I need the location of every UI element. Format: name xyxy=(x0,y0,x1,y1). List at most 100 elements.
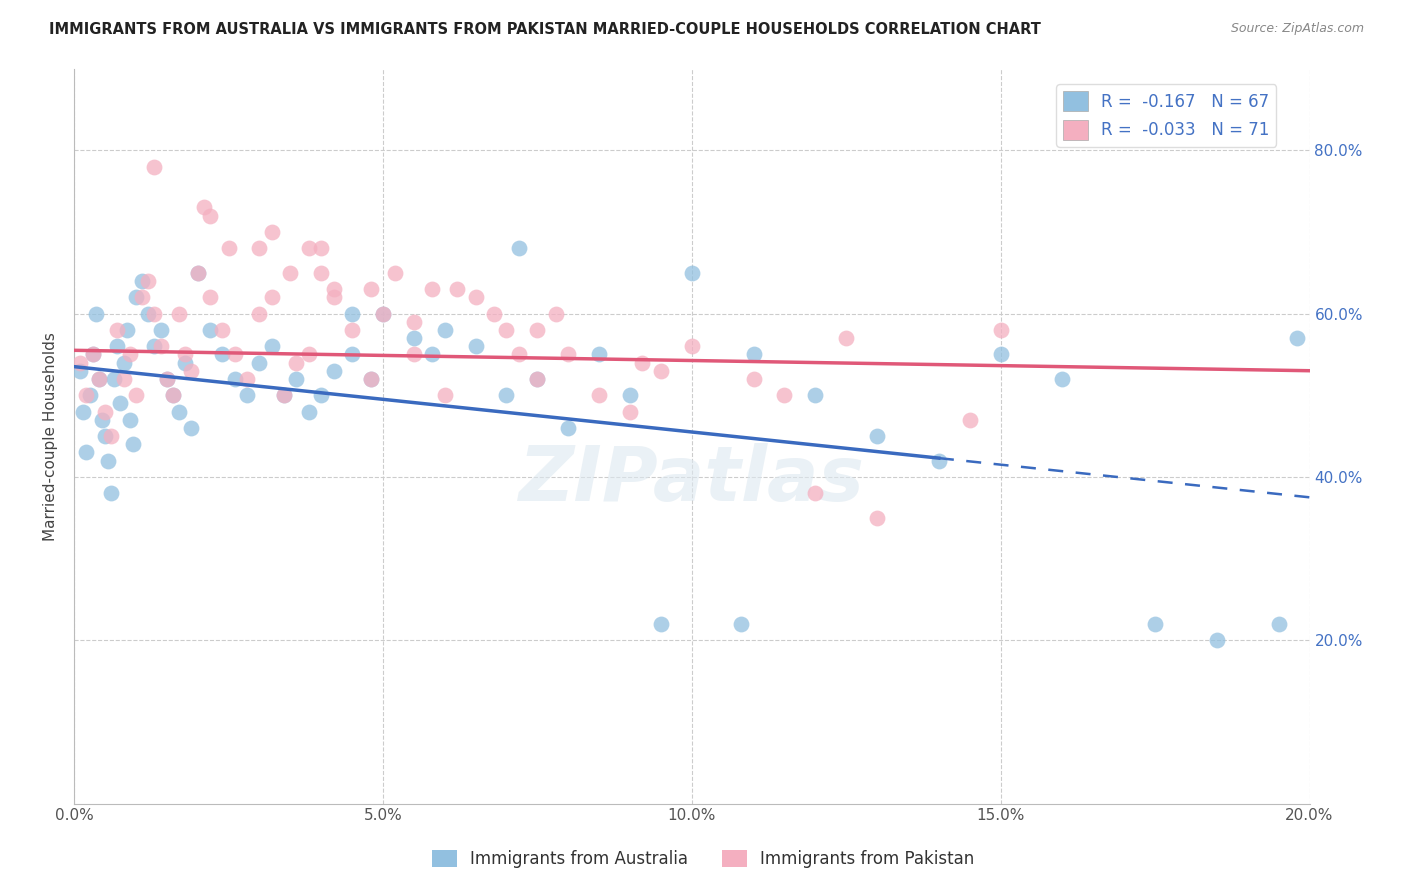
Point xyxy=(247,355,270,369)
Point xyxy=(1144,616,1167,631)
Point xyxy=(371,307,394,321)
Point xyxy=(804,486,827,500)
Point xyxy=(773,388,796,402)
Point xyxy=(180,364,202,378)
Point xyxy=(273,388,295,402)
Point xyxy=(247,241,270,255)
Point xyxy=(193,200,215,214)
Point xyxy=(928,453,950,467)
Point xyxy=(218,241,240,255)
Point xyxy=(730,616,752,631)
Point xyxy=(742,347,765,361)
Point xyxy=(79,388,101,402)
Point xyxy=(866,510,889,524)
Point xyxy=(495,388,517,402)
Point xyxy=(136,274,159,288)
Point xyxy=(112,372,135,386)
Point xyxy=(121,437,143,451)
Point xyxy=(681,339,703,353)
Point xyxy=(588,347,610,361)
Point xyxy=(72,404,94,418)
Point xyxy=(118,413,141,427)
Point xyxy=(1052,372,1074,386)
Point xyxy=(340,307,363,321)
Point xyxy=(110,396,132,410)
Point xyxy=(198,323,221,337)
Point xyxy=(422,347,444,361)
Point xyxy=(360,372,382,386)
Point xyxy=(835,331,858,345)
Point xyxy=(285,355,308,369)
Point xyxy=(75,445,97,459)
Point xyxy=(544,307,567,321)
Point xyxy=(588,388,610,402)
Point xyxy=(224,347,246,361)
Point xyxy=(340,347,363,361)
Point xyxy=(650,364,672,378)
Point xyxy=(402,347,425,361)
Point xyxy=(464,339,486,353)
Y-axis label: Married-couple Households: Married-couple Households xyxy=(44,332,58,541)
Point xyxy=(619,388,641,402)
Point xyxy=(136,307,159,321)
Point xyxy=(508,241,530,255)
Point xyxy=(224,372,246,386)
Point xyxy=(526,372,548,386)
Point xyxy=(1286,331,1309,345)
Point xyxy=(298,241,321,255)
Point xyxy=(866,429,889,443)
Point xyxy=(174,347,197,361)
Point xyxy=(990,347,1012,361)
Point xyxy=(384,266,406,280)
Point xyxy=(149,323,172,337)
Point xyxy=(236,372,259,386)
Point xyxy=(322,282,344,296)
Point xyxy=(187,266,209,280)
Point xyxy=(278,266,301,280)
Point xyxy=(82,347,104,361)
Point xyxy=(298,404,321,418)
Point xyxy=(631,355,654,369)
Point xyxy=(167,307,190,321)
Legend: Immigrants from Australia, Immigrants from Pakistan: Immigrants from Australia, Immigrants fr… xyxy=(425,843,981,875)
Point xyxy=(464,290,486,304)
Point xyxy=(298,347,321,361)
Point xyxy=(211,323,233,337)
Point xyxy=(260,225,283,239)
Point xyxy=(247,307,270,321)
Point xyxy=(619,404,641,418)
Point xyxy=(162,388,184,402)
Point xyxy=(990,323,1012,337)
Point xyxy=(143,160,166,174)
Point xyxy=(174,355,197,369)
Point xyxy=(508,347,530,361)
Point xyxy=(322,364,344,378)
Point xyxy=(526,323,548,337)
Point xyxy=(180,421,202,435)
Point xyxy=(260,339,283,353)
Point xyxy=(115,323,138,337)
Point xyxy=(371,307,394,321)
Point xyxy=(75,388,97,402)
Point xyxy=(309,388,332,402)
Point xyxy=(125,388,148,402)
Point xyxy=(433,388,456,402)
Point xyxy=(156,372,179,386)
Point xyxy=(100,429,122,443)
Point xyxy=(149,339,172,353)
Point xyxy=(103,372,125,386)
Point xyxy=(162,388,184,402)
Point xyxy=(433,323,456,337)
Point xyxy=(198,290,221,304)
Point xyxy=(322,290,344,304)
Point xyxy=(198,209,221,223)
Point xyxy=(309,241,332,255)
Point xyxy=(650,616,672,631)
Point xyxy=(360,372,382,386)
Point xyxy=(105,339,128,353)
Point xyxy=(273,388,295,402)
Point xyxy=(340,323,363,337)
Point xyxy=(211,347,233,361)
Point xyxy=(118,347,141,361)
Point xyxy=(681,266,703,280)
